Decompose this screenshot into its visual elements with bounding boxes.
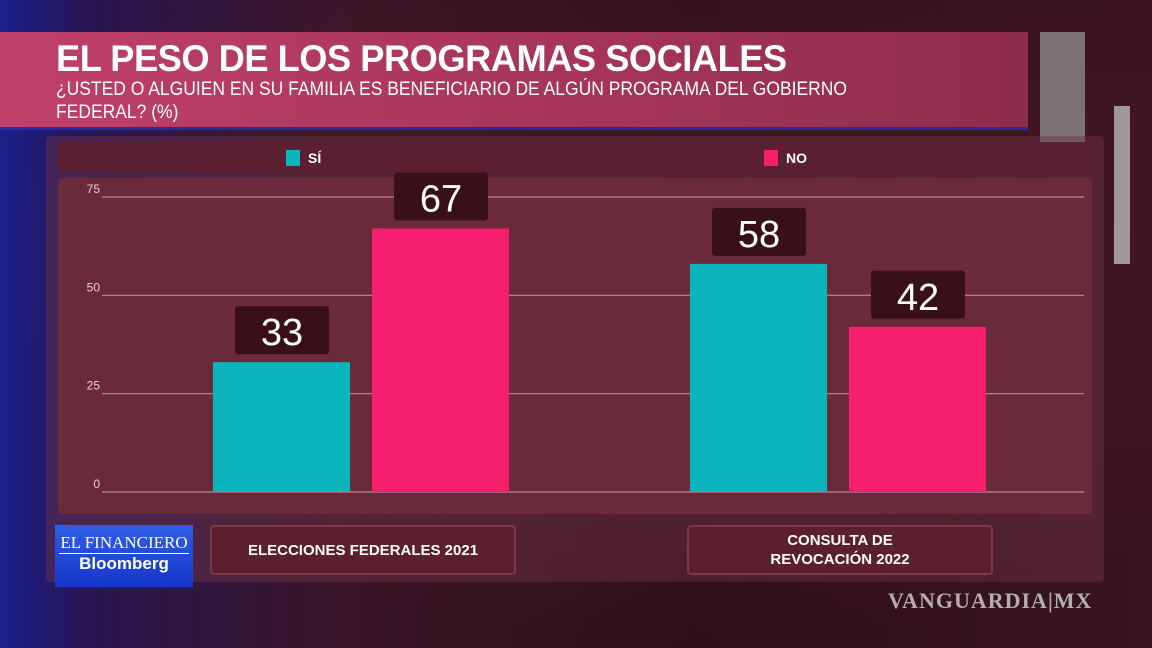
- data-label-box: [394, 172, 488, 221]
- data-label-box: [235, 306, 329, 355]
- logo-text: EL FINANCIERO: [59, 533, 189, 554]
- bar: [213, 362, 350, 492]
- data-label: 33: [261, 312, 303, 354]
- legend-label: NO: [786, 150, 807, 166]
- legend-label: SÍ: [308, 150, 322, 166]
- legend-swatch: [286, 150, 300, 166]
- chart-subtitle: ¿USTED O ALGUIEN EN SU FAMILIA ES BENEFI…: [56, 79, 847, 123]
- category-label: ELECCIONES FEDERALES 2021: [210, 525, 516, 575]
- legend: [58, 142, 1092, 172]
- chart-title: EL PESO DE LOS PROGRAMAS SOCIALES: [56, 38, 787, 79]
- bar: [690, 263, 827, 492]
- legend-item-si: SÍ: [286, 150, 321, 166]
- decorative-bar: [1114, 106, 1130, 264]
- data-label-box: [871, 270, 965, 319]
- broadcaster-logo: EL FINANCIERO Bloomberg: [55, 525, 193, 587]
- bar: [849, 326, 986, 492]
- legend-swatch: [764, 150, 778, 166]
- data-label: 42: [897, 277, 939, 319]
- logo-text: Bloomberg: [79, 554, 169, 573]
- category-label: CONSULTA DE REVOCACIÓN 2022: [687, 525, 993, 575]
- data-label: 67: [420, 178, 462, 220]
- data-label-box: [712, 207, 806, 256]
- y-tick-label: 0: [93, 477, 100, 491]
- legend-item-no: NO: [764, 150, 807, 166]
- y-tick-label: 50: [87, 280, 101, 294]
- title-band: [0, 32, 1028, 130]
- bar: [372, 228, 509, 492]
- y-tick-label: 75: [87, 182, 101, 196]
- y-tick-label: 25: [87, 379, 101, 393]
- watermark: VANGUARDIA|MX: [888, 588, 1093, 613]
- data-label: 58: [738, 214, 780, 256]
